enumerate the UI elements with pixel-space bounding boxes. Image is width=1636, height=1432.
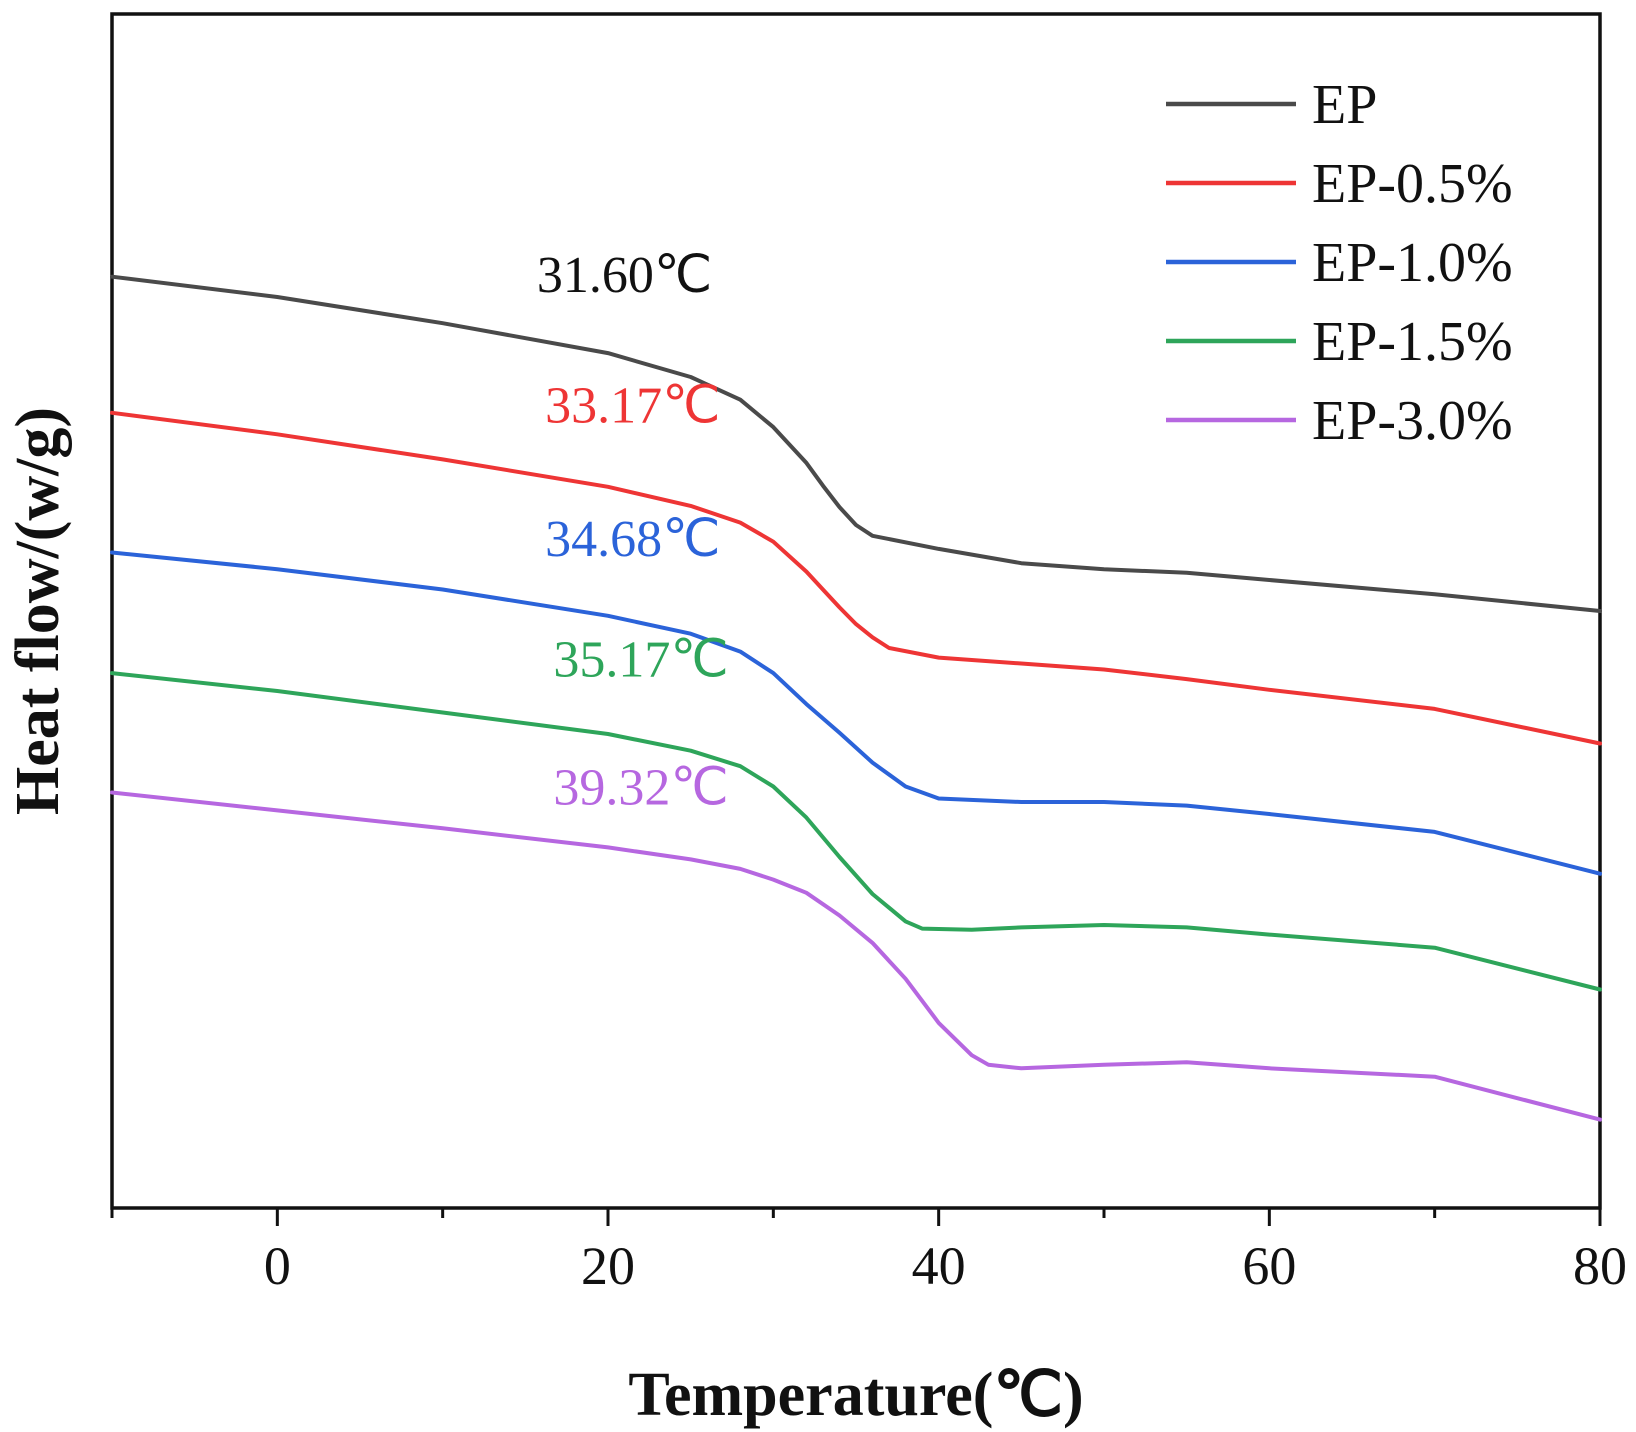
legend-label: EP bbox=[1312, 74, 1377, 136]
transition-temperature-label: 35.17℃ bbox=[553, 632, 728, 689]
x-tick-label: 20 bbox=[581, 1236, 635, 1296]
x-axis-ticks bbox=[110, 1208, 1602, 1226]
transition-temperature-label: 39.32℃ bbox=[553, 759, 728, 816]
x-tick-label: 0 bbox=[264, 1236, 291, 1296]
x-tick-label: 40 bbox=[912, 1236, 966, 1296]
legend-label: EP-1.5% bbox=[1312, 311, 1513, 373]
series-line bbox=[110, 671, 1602, 992]
transition-temperature-label: 31.60℃ bbox=[537, 247, 712, 304]
legend-label: EP-1.0% bbox=[1312, 232, 1513, 294]
transition-temperature-label: 33.17℃ bbox=[545, 377, 720, 434]
x-tick-label: 80 bbox=[1573, 1236, 1627, 1296]
legend: EP EP-0.5% EP-1.0% EP-1.5% EP-3.0% bbox=[1166, 74, 1513, 452]
legend-label: EP-0.5% bbox=[1312, 153, 1513, 215]
x-axis-title: Temperature(℃) bbox=[628, 1361, 1083, 1429]
series-line bbox=[110, 550, 1602, 876]
x-axis-tick-labels: 0 20 40 60 80 bbox=[264, 1236, 1627, 1296]
legend-label: EP-3.0% bbox=[1312, 390, 1513, 452]
transition-temperature-label: 34.68℃ bbox=[545, 511, 720, 568]
series-lines bbox=[110, 274, 1602, 1122]
series-line bbox=[110, 410, 1602, 746]
series-line bbox=[110, 790, 1602, 1122]
y-axis-title: Heat flow/(w/g) bbox=[4, 407, 72, 815]
x-tick-label: 60 bbox=[1242, 1236, 1296, 1296]
series-line bbox=[110, 274, 1602, 613]
transition-temperature-labels: 31.60℃ 33.17℃ 34.68℃ 35.17℃ 39.32℃ bbox=[537, 247, 729, 816]
